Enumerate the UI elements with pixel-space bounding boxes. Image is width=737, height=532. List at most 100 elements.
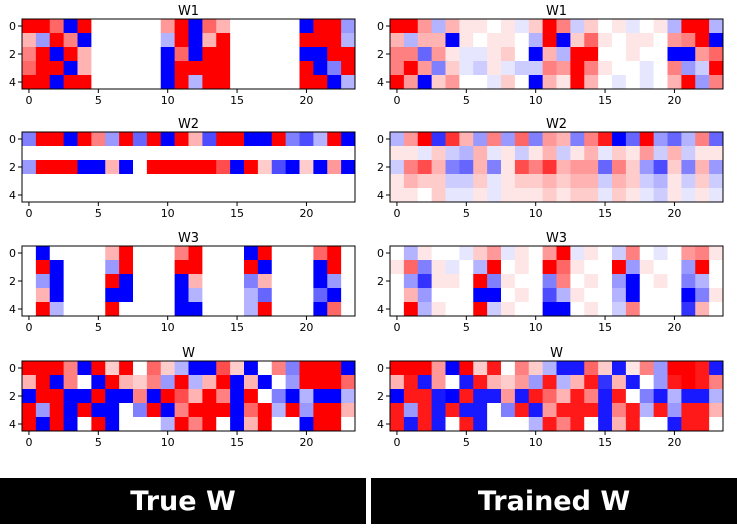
heatmap-cell — [63, 33, 78, 48]
heatmap-cell — [160, 288, 176, 303]
heatmap-cell — [695, 61, 710, 76]
heatmap-cell — [174, 389, 189, 404]
heatmap-cell — [285, 302, 300, 317]
heatmap-cell — [431, 75, 446, 90]
heatmap-cell — [514, 61, 530, 76]
heatmap-cell — [160, 75, 176, 90]
heatmap-cell — [695, 174, 710, 189]
y-tick-label: 0 — [377, 133, 384, 146]
heatmap-cell — [188, 389, 203, 404]
x-tick-label: 20 — [299, 94, 313, 107]
heatmap-cell — [487, 403, 502, 418]
heatmap-cell — [695, 403, 710, 418]
heatmap-cell — [417, 417, 433, 432]
heatmap-cell — [612, 61, 627, 76]
heatmap-cell — [459, 246, 474, 261]
heatmap-cell — [174, 132, 189, 147]
heatmap-cell — [514, 274, 530, 289]
heatmap-cell — [22, 75, 37, 90]
heatmap-cell — [91, 174, 106, 189]
heatmap-cell — [77, 132, 92, 147]
heatmap-cell — [598, 160, 613, 175]
heatmap-cell — [202, 375, 217, 390]
heatmap-cell — [174, 361, 189, 376]
heatmap-cell — [63, 246, 78, 261]
heatmap-cell — [514, 132, 530, 147]
heatmap-cell — [473, 361, 488, 376]
panel-title: W1 — [546, 4, 567, 19]
heatmap-cell — [22, 403, 37, 418]
y-tick-label: 0 — [9, 362, 16, 375]
heatmap-cell — [514, 174, 530, 189]
heatmap-cell — [49, 389, 65, 404]
heatmap-cell — [22, 146, 37, 161]
heatmap-cell — [681, 33, 696, 48]
heatmap-cell — [681, 288, 696, 303]
x-tick-label: 5 — [95, 321, 102, 334]
y-tick-label: 0 — [377, 362, 384, 375]
heatmap-cell — [709, 288, 724, 303]
heatmap-cell — [695, 47, 710, 62]
heatmap-cell — [625, 403, 641, 418]
heatmap-cell — [216, 146, 231, 161]
heatmap-cell — [598, 19, 613, 34]
heatmap-cell — [271, 174, 287, 189]
heatmap-cell — [653, 403, 668, 418]
heatmap-cell — [285, 260, 300, 275]
heatmap-cell — [91, 246, 106, 261]
heatmap-cell — [160, 47, 176, 62]
heatmap-cell — [625, 33, 641, 48]
heatmap-cell — [612, 132, 627, 147]
heatmap-cell — [695, 302, 710, 317]
heatmap-cell — [119, 19, 134, 34]
heatmap-cell — [459, 302, 474, 317]
heatmap-cell — [146, 246, 162, 261]
heatmap-cell — [445, 274, 460, 289]
y-tick-label: 2 — [377, 390, 384, 403]
heatmap-cell — [105, 375, 120, 390]
heatmap-cell — [188, 132, 203, 147]
heatmap-cell — [327, 260, 342, 275]
heatmap-cell — [639, 260, 655, 275]
heatmap-cell — [459, 174, 474, 189]
x-tick-label: 0 — [25, 94, 32, 107]
heatmap-cell — [257, 19, 273, 34]
heatmap-cell — [584, 61, 599, 76]
heatmap-cell — [105, 274, 120, 289]
heatmap-cell — [105, 260, 120, 275]
heatmap-cell — [612, 188, 627, 203]
heatmap-cell — [327, 389, 342, 404]
heatmap-cell — [653, 274, 668, 289]
heatmap-cell — [390, 288, 405, 303]
heatmap-cell — [299, 375, 314, 390]
heatmap-cell — [285, 375, 300, 390]
x-tick-label: 0 — [393, 321, 400, 334]
heatmap-cell — [625, 375, 641, 390]
heatmap-cell — [49, 75, 65, 90]
heatmap-cell — [584, 375, 599, 390]
heatmap-cell — [639, 417, 655, 432]
heatmap-cell — [501, 274, 516, 289]
x-tick-label: 20 — [299, 321, 313, 334]
heatmap-cell — [299, 47, 314, 62]
heatmap-cell — [49, 288, 65, 303]
heatmap-cell — [542, 246, 557, 261]
heatmap-cell — [556, 403, 571, 418]
heatmap-cell — [77, 47, 92, 62]
heatmap-cell — [570, 132, 585, 147]
heatmap-cell — [487, 361, 502, 376]
heatmap-cell — [514, 47, 530, 62]
heatmap-cell — [584, 132, 599, 147]
heatmap-cell — [91, 417, 106, 432]
heatmap-cell — [501, 174, 516, 189]
heatmap-cell — [35, 132, 51, 147]
heatmap-cell — [77, 61, 92, 76]
heatmap-cell — [403, 288, 419, 303]
heatmap-cell — [431, 361, 446, 376]
panel-title: W — [550, 346, 563, 361]
heatmap-cell — [709, 47, 724, 62]
heatmap-cell — [91, 132, 106, 147]
heatmap-cell — [63, 174, 78, 189]
heatmap-cell — [341, 417, 356, 432]
heatmap-cell — [160, 389, 176, 404]
